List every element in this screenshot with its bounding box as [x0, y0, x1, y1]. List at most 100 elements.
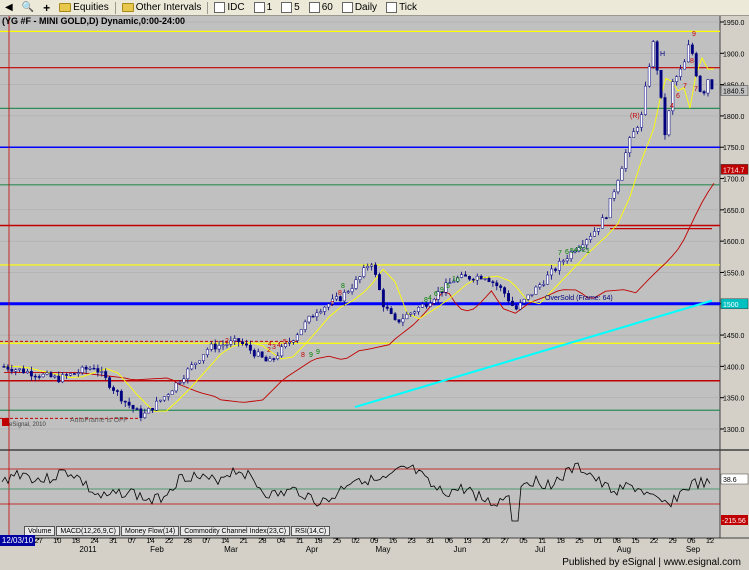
- signal-label: 5: [570, 248, 574, 255]
- equities-label: Equities: [73, 2, 109, 13]
- signal-label: 9: [692, 31, 696, 38]
- zoom-button[interactable]: 🔍: [19, 1, 37, 15]
- candle-body: [284, 342, 288, 347]
- candle-body: [190, 364, 194, 370]
- candle-body: [514, 305, 518, 310]
- candle-body: [393, 313, 397, 320]
- candle-body: [444, 282, 448, 293]
- candle-body: [585, 239, 589, 246]
- date-tick-label: 15: [631, 536, 639, 545]
- candle-body: [686, 44, 690, 63]
- signal-label: 1: [586, 248, 590, 255]
- indicator-tab[interactable]: Volume: [24, 526, 56, 536]
- cyan-value-box: [720, 298, 749, 310]
- date-tick-label: 29: [669, 536, 677, 545]
- indicator-tab[interactable]: Commodity Channel Index(23,C): [180, 526, 291, 536]
- interval-60-button[interactable]: 60: [306, 1, 336, 15]
- candle-body: [491, 281, 495, 284]
- indicator-tab[interactable]: Money Flow(14): [121, 526, 180, 536]
- candle-body: [350, 288, 354, 292]
- candle-body: [139, 408, 143, 419]
- publisher-label: Published by eSignal | www.esignal.com: [562, 557, 741, 568]
- candle-body: [178, 382, 182, 384]
- signal-label: 6: [676, 93, 680, 100]
- interval-1-button[interactable]: 1: [251, 1, 276, 15]
- candle-body: [675, 76, 679, 82]
- candle-body: [624, 152, 628, 169]
- indicator-tab[interactable]: MACD(12,26,9,C): [56, 526, 120, 536]
- candle-body: [460, 274, 464, 278]
- date-tick-label: 11: [296, 536, 304, 545]
- tick-label: Tick: [399, 2, 418, 13]
- candle-body: [499, 285, 503, 288]
- candle-body: [198, 360, 202, 364]
- signal-label: 5: [446, 283, 450, 290]
- candle-body: [205, 349, 209, 356]
- price-panel[interactable]: [0, 16, 720, 450]
- date-tick-label: 04: [277, 536, 285, 545]
- candle-body: [577, 247, 581, 252]
- month-label: May: [375, 545, 390, 554]
- interval-icon: [341, 2, 353, 13]
- candle-body: [96, 368, 100, 373]
- signal-label: 4: [670, 103, 674, 110]
- candle-body: [319, 311, 323, 314]
- oscillator-panel[interactable]: [0, 450, 720, 538]
- signal-label: 6: [456, 277, 460, 284]
- chart-title: (YG #F - MINI GOLD,D) Dynamic,0:00-24:00: [2, 16, 185, 26]
- daily-button[interactable]: Daily: [339, 1, 380, 15]
- candle-body: [710, 79, 714, 90]
- candle-body: [288, 342, 291, 344]
- candle-body: [252, 350, 256, 357]
- candle-body: [362, 267, 366, 277]
- candle-body: [573, 250, 577, 253]
- date-tick-label: 27: [501, 536, 509, 545]
- candle-body: [671, 81, 675, 112]
- equities-button[interactable]: Equities: [56, 1, 112, 15]
- signal-label: 4: [268, 341, 272, 348]
- candle-body: [209, 343, 213, 350]
- candle-body: [366, 266, 370, 268]
- indicator-tab[interactable]: RSI(14,C): [291, 526, 331, 536]
- candle-body: [299, 329, 303, 336]
- candle-body: [471, 278, 475, 281]
- candle-body: [636, 127, 640, 132]
- candle-body: [241, 341, 245, 345]
- other-intervals-button[interactable]: Other Intervals: [119, 1, 205, 15]
- candle-body: [217, 345, 221, 350]
- idc-button[interactable]: IDC: [211, 1, 247, 15]
- candle-body: [291, 340, 295, 343]
- candle-body: [280, 346, 284, 357]
- candle-body: [76, 372, 80, 374]
- back-button[interactable]: ◀: [2, 1, 16, 15]
- interval-icon: [308, 2, 320, 13]
- candle-body: [119, 390, 123, 402]
- candle-body: [467, 276, 471, 280]
- candle-body: [237, 338, 241, 343]
- candle-body: [663, 97, 667, 136]
- signal-label: (R): [630, 113, 640, 120]
- candle-body: [401, 318, 405, 323]
- price-axis[interactable]: [720, 16, 749, 538]
- back-icon: ◀: [5, 2, 13, 13]
- add-button[interactable]: +: [40, 1, 53, 15]
- candle-body: [245, 343, 248, 346]
- candle-body: [632, 131, 636, 138]
- candle-body: [409, 312, 413, 315]
- candle-body: [628, 137, 632, 153]
- interval-5-label: 5: [294, 2, 300, 13]
- candle-body: [702, 91, 706, 94]
- date-tick-label: 11: [538, 536, 546, 545]
- candle-body: [542, 283, 546, 286]
- candle-body: [65, 374, 69, 376]
- tick-button[interactable]: Tick: [383, 1, 420, 15]
- date-tick-label: 02: [352, 536, 360, 545]
- interval-5-button[interactable]: 5: [278, 1, 303, 15]
- signal-label: 7: [683, 83, 687, 90]
- month-label: Aug: [617, 545, 631, 554]
- candle-body: [495, 282, 499, 287]
- signal-label: 7: [330, 301, 334, 308]
- idc-icon: [214, 2, 226, 13]
- date-tick-label: 09: [370, 536, 378, 545]
